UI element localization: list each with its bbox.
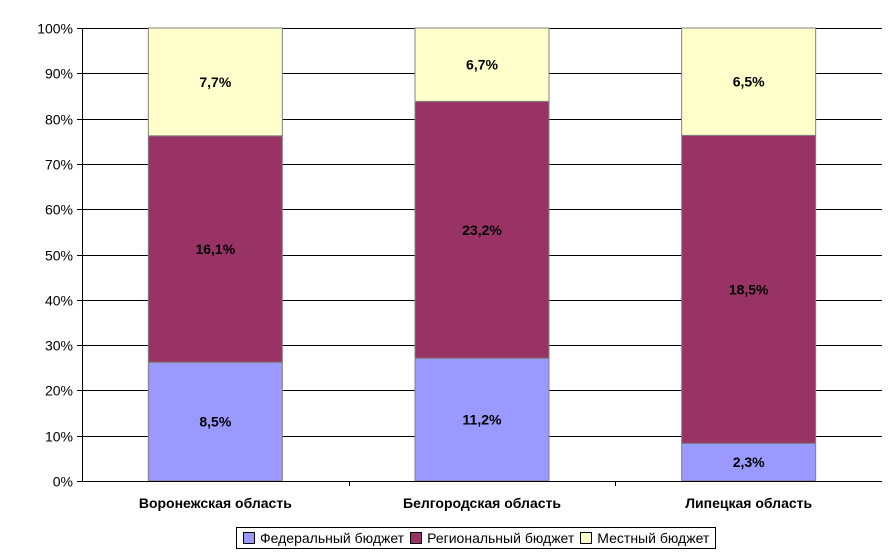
legend-label-local: Местный бюджет [597,530,710,546]
data-label: 6,7% [466,57,498,73]
data-label: 16,1% [195,241,235,257]
bar-segment [681,134,817,444]
data-label: 23,2% [462,222,502,238]
bar-segment [147,27,283,137]
y-tick-label: 40% [45,293,73,309]
bar-segment [147,361,283,482]
y-tick-label: 70% [45,157,73,173]
bar-segment [414,100,550,359]
legend-item-federal: Федеральный бюджет [243,530,404,546]
bar-segment [681,442,817,482]
legend-label-regional: Региональный бюджет [427,530,575,546]
legend-swatch-local [580,532,593,544]
y-tick-label: 60% [45,202,73,218]
y-tick-label: 0% [53,474,73,490]
data-label: 6,5% [733,74,765,90]
x-category-label: Белгородская область [403,495,561,511]
legend-label-federal: Федеральный бюджет [260,530,405,546]
y-tick-label: 30% [45,338,73,354]
legend-item-local: Местный бюджет [580,530,709,546]
y-tick-label: 100% [37,21,73,37]
data-label: 11,2% [463,412,502,428]
y-tick-label: 50% [45,248,73,264]
bar-segment [681,27,817,136]
data-label: 8,5% [199,414,231,430]
data-label: 2,3% [733,454,765,470]
y-tick-label: 80% [45,112,73,128]
data-label: 18,5% [729,281,769,297]
bar-segment [414,27,550,102]
legend-swatch-federal [243,532,255,544]
legend-swatch-regional [410,532,423,544]
legend-item-regional: Региональный бюджет [410,530,574,546]
x-category-label: Воронежская область [139,495,292,511]
x-category-label: Липецкая область [685,495,812,511]
y-tick-label: 10% [45,429,73,445]
data-label: 7,7% [199,74,231,90]
y-tick-label: 90% [45,66,73,82]
legend: Федеральный бюджет Региональный бюджет М… [236,527,717,549]
bar-segment [147,135,283,363]
y-tick-label: 20% [45,383,73,399]
stacked-bar-chart: 0% 10% 20% 30% 40% 50% 60% 70% 80% 90% 100% 8,5% 16,… [37,21,882,511]
